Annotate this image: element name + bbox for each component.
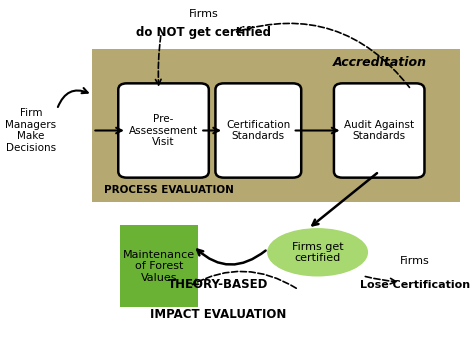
Text: IMPACT EVALUATION: IMPACT EVALUATION (150, 308, 286, 321)
FancyBboxPatch shape (119, 226, 198, 307)
FancyBboxPatch shape (215, 84, 301, 177)
FancyBboxPatch shape (92, 49, 460, 202)
FancyBboxPatch shape (118, 84, 209, 177)
Text: Accreditation: Accreditation (333, 56, 427, 69)
Text: Audit Against
Standards: Audit Against Standards (344, 120, 414, 141)
FancyBboxPatch shape (334, 84, 424, 177)
Text: Firms: Firms (189, 9, 219, 19)
Text: PROCESS EVALUATION: PROCESS EVALUATION (104, 185, 234, 195)
Text: do NOT get certified: do NOT get certified (137, 26, 271, 39)
Text: Firms get
certified: Firms get certified (292, 242, 343, 263)
Text: Firm
Managers
Make
Decisions: Firm Managers Make Decisions (5, 108, 56, 153)
Text: Certification
Standards: Certification Standards (226, 120, 291, 141)
Text: Pre-
Assessement
Visit: Pre- Assessement Visit (129, 114, 198, 147)
Text: Maintenance
of Forest
Values: Maintenance of Forest Values (123, 250, 195, 283)
Text: Lose Certification: Lose Certification (360, 280, 470, 290)
Text: THEORY-BASED: THEORY-BASED (168, 278, 268, 291)
Text: Firms: Firms (400, 256, 429, 266)
Ellipse shape (268, 229, 367, 276)
